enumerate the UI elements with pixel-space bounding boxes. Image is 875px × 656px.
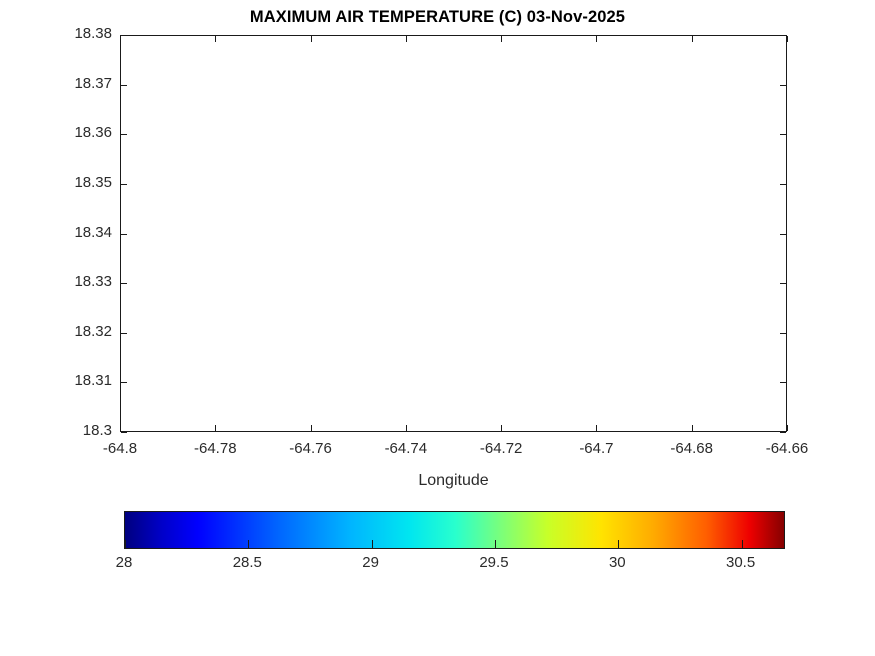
colorbar-tick-label: 28.5 [232,554,262,571]
y-axis-tick-label: 18.38 [74,25,112,42]
y-axis-tick [121,84,127,86]
y-axis-tick [121,233,127,235]
y-axis-tick-label: 18.34 [74,223,112,241]
y-axis-tick [780,432,786,433]
x-axis-tick [120,425,121,431]
y-axis-tick-label: 18.36 [74,124,112,142]
x-axis-tick-label: -64.74 [384,440,428,457]
y-axis-tick-label: 18.33 [74,273,112,291]
y-axis-tick-label: 18.31 [74,372,112,390]
y-axis-tick [121,332,127,334]
y-axis-tick [780,382,786,384]
colorbar-tick-label: 28 [115,554,133,571]
x-axis-tick [787,36,788,42]
x-axis-tick [596,36,598,42]
y-axis-tick-label: 18.3 [82,422,112,439]
x-axis-tick-label: -64.68 [670,440,713,457]
colorbar-tick-label: 29 [362,554,379,571]
y-axis-tick [121,382,127,384]
x-axis-tick [215,425,217,431]
colorbar-tick-label: 29.5 [479,554,509,571]
x-axis-tick [310,425,312,431]
y-axis-tick [780,84,786,86]
colorbar-tick-label: 30.5 [725,554,756,571]
colorbar-gradient [125,512,784,548]
y-axis-tick [780,134,786,136]
page-title: MAXIMUM AIR TEMPERATURE (C) 03-Nov-2025 [249,8,626,26]
y-axis-tick-label: 18.32 [74,322,112,340]
x-axis-tick [691,425,693,431]
x-axis-tick [501,425,503,431]
colorbar[interactable] [124,511,785,549]
colorbar-tick [125,540,126,548]
y-axis-tick [121,283,127,285]
x-axis-tick-label: -64.72 [479,440,523,457]
x-axis-tick-label: -64.76 [289,440,332,457]
x-axis-tick [120,36,121,42]
y-axis-tick [780,332,786,334]
x-axis-tick [787,425,788,431]
colorbar-tick-label: 30 [608,554,626,571]
colorbar-tick [494,540,496,548]
x-axis-tick [310,36,312,42]
y-axis-tick [121,134,127,136]
x-axis-tick [691,36,693,42]
x-axis-tick-label: -64.66 [765,440,809,457]
x-axis-tick [596,425,598,431]
x-axis-tick [405,425,407,431]
y-axis-tick [121,35,127,36]
axes-box [120,35,787,432]
y-axis-tick [780,283,786,285]
y-axis-tick [780,35,786,36]
x-axis-title: Longitude [418,472,489,489]
y-axis-tick-label: 18.37 [74,74,112,92]
y-axis-tick [121,183,127,185]
colorbar-tick [618,540,620,548]
y-axis-tick [780,183,786,185]
y-axis-tick [121,432,127,433]
colorbar-tick [741,540,743,548]
y-axis-tick [780,233,786,235]
x-axis-tick-label: -64.7 [579,440,614,457]
x-axis-tick [215,36,217,42]
x-axis-tick-label: -64.78 [194,440,237,457]
x-axis-tick [405,36,407,42]
colorbar-tick [248,540,250,548]
y-axis-tick-label: 18.35 [74,173,112,191]
colorbar-tick [371,540,373,548]
x-axis-tick-label: -64.8 [102,440,138,457]
x-axis-tick [501,36,503,42]
